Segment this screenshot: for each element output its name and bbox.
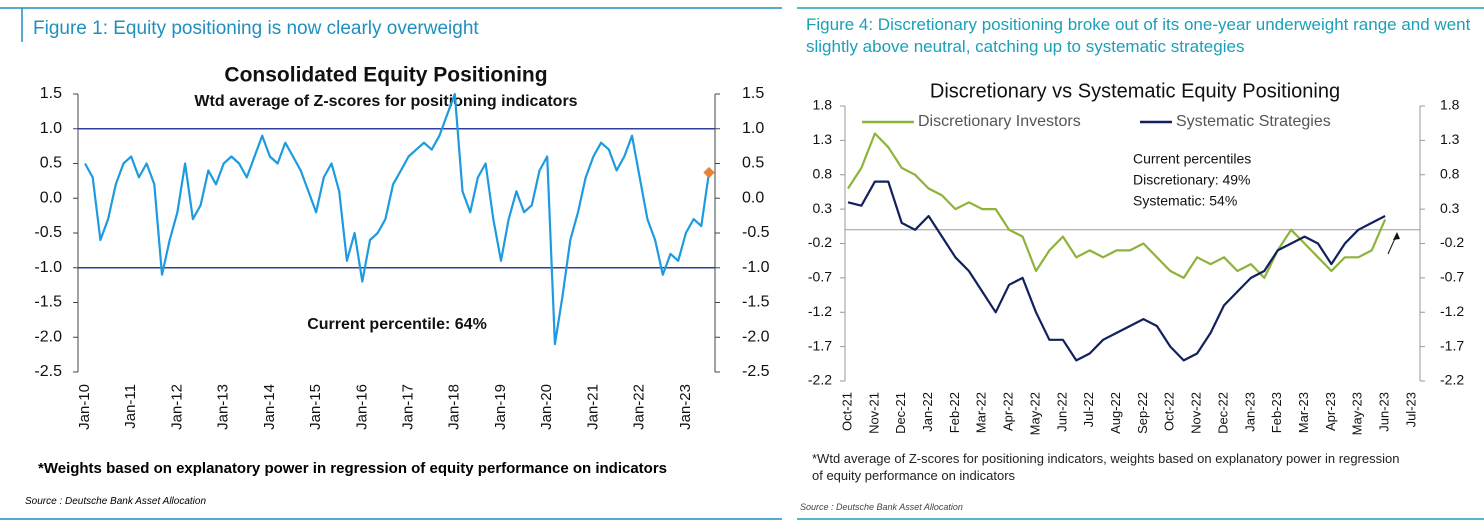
- series-line: [847, 180, 1386, 362]
- y2-tick-label: 1.8: [1440, 97, 1460, 113]
- x-tick-label: Feb-23: [1269, 392, 1284, 433]
- end-marker: [703, 166, 715, 179]
- y2-tick-label: -2.5: [742, 363, 770, 380]
- y-tick-label: -1.5: [34, 294, 62, 311]
- series-line: [847, 132, 1387, 279]
- x-tick-label: Jan-10: [76, 384, 93, 430]
- x-tick-label: Jan-18: [446, 384, 463, 430]
- y2-tick-label: 1.5: [742, 85, 764, 102]
- y2-tick-label: 0.3: [1440, 200, 1460, 216]
- x-tick-label: Jan-11: [122, 384, 139, 429]
- y-tick-label: -2.2: [808, 372, 832, 388]
- y-tick-label: -1.0: [34, 259, 62, 276]
- source: Source : Deutsche Bank Asset Allocation: [25, 496, 207, 507]
- y2-tick-label: -2.0: [742, 328, 770, 345]
- x-tick-label: Oct-22: [1162, 392, 1177, 431]
- x-tick-label: Jul-23: [1403, 392, 1418, 427]
- x-tick-label: Nov-21: [866, 392, 881, 434]
- x-tick-label: Jan-20: [538, 384, 555, 430]
- x-tick-label: Jan-19: [492, 384, 509, 430]
- figure-caption: Figure 4: Discretionary positioning brok…: [806, 15, 1471, 56]
- arrow-head: [1393, 232, 1400, 240]
- x-tick-label: Jan-17: [400, 384, 417, 430]
- source: Source : Deutsche Bank Asset Allocation: [800, 502, 963, 512]
- x-tick-label: Jan-14: [261, 384, 278, 430]
- x-tick-label: Mar-23: [1296, 392, 1311, 433]
- y-tick-label: 1.5: [40, 85, 62, 102]
- y-tick-label: 1.0: [40, 120, 62, 137]
- x-tick-label: Jan-23: [677, 384, 694, 430]
- annotation: Systematic: 54%: [1133, 193, 1237, 209]
- x-tick-label: May-22: [1027, 392, 1042, 435]
- annotation: Current percentiles: [1133, 151, 1251, 167]
- footnote: *Weights based on explanatory power in r…: [38, 460, 668, 477]
- chart-title: Discretionary vs Systematic Equity Posit…: [930, 80, 1340, 102]
- y-tick-label: 1.8: [813, 97, 833, 113]
- x-tick-label: Nov-22: [1189, 392, 1204, 434]
- y2-tick-label: -1.2: [1440, 303, 1464, 319]
- x-tick-label: May-23: [1350, 392, 1365, 435]
- y-tick-label: -0.2: [808, 234, 832, 250]
- x-tick-label: Jan-12: [168, 384, 185, 430]
- x-tick-label: Jun-23: [1377, 392, 1392, 432]
- annotation: Discretionary: 49%: [1133, 172, 1251, 188]
- y-tick-label: -1.7: [808, 337, 832, 353]
- x-tick-label: Jan-21: [584, 384, 601, 430]
- x-tick-label: Jan-22: [920, 392, 935, 432]
- y-tick-label: -2.0: [34, 328, 62, 345]
- x-tick-label: Mar-22: [974, 392, 989, 433]
- y-tick-label: 0.5: [40, 155, 62, 172]
- y2-tick-label: 0.5: [742, 155, 764, 172]
- y2-tick-label: -0.2: [1440, 234, 1464, 250]
- x-tick-label: Jan-22: [631, 384, 648, 430]
- x-tick-label: Feb-22: [947, 392, 962, 433]
- x-tick-label: Aug-22: [1108, 392, 1123, 434]
- y2-tick-label: 0.8: [1440, 165, 1460, 181]
- x-tick-label: Dec-22: [1215, 392, 1230, 434]
- y2-tick-label: -1.0: [742, 259, 770, 276]
- series-line: [84, 92, 711, 346]
- y2-tick-label: -1.5: [742, 294, 770, 311]
- y-tick-label: 0.3: [813, 200, 833, 216]
- x-tick-label: Dec-21: [893, 392, 908, 434]
- x-tick-label: Apr-22: [1001, 392, 1016, 431]
- x-tick-label: Oct-21: [839, 392, 854, 431]
- x-tick-label: Jun-22: [1054, 392, 1069, 432]
- y-tick-label: 0.0: [40, 189, 62, 206]
- y-tick-label: 0.8: [813, 165, 833, 181]
- x-tick-label: Apr-23: [1323, 392, 1338, 431]
- chart-subtitle: Wtd average of Z-scores for positioning …: [194, 93, 577, 110]
- x-tick-label: Jan-23: [1242, 392, 1257, 432]
- x-tick-label: Jul-22: [1081, 392, 1096, 427]
- y2-tick-label: 0.0: [742, 189, 764, 206]
- y-tick-label: -0.5: [34, 224, 62, 241]
- legend-label: Discretionary Investors: [918, 113, 1081, 130]
- y2-tick-label: 1.3: [1440, 131, 1460, 147]
- x-tick-label: Sep-22: [1135, 392, 1150, 434]
- y2-tick-label: -2.2: [1440, 372, 1464, 388]
- footnote: *Wtd average of Z-scores for positioning…: [812, 451, 1400, 483]
- figure-caption: Figure 1: Equity positioning is now clea…: [33, 18, 479, 39]
- x-tick-label: Jan-13: [215, 384, 232, 430]
- legend-label: Systematic Strategies: [1176, 113, 1331, 130]
- x-tick-label: Jan-15: [307, 384, 324, 430]
- y-tick-label: -2.5: [34, 363, 62, 380]
- y2-tick-label: -0.7: [1440, 269, 1464, 285]
- y2-tick-label: 1.0: [742, 120, 764, 137]
- y-tick-label: -0.7: [808, 269, 832, 285]
- chart-title: Consolidated Equity Positioning: [224, 64, 547, 87]
- y-tick-label: -1.2: [808, 303, 832, 319]
- y2-tick-label: -1.7: [1440, 337, 1464, 353]
- y2-tick-label: -0.5: [742, 224, 770, 241]
- x-tick-label: Jan-16: [353, 384, 370, 430]
- annotation: Current percentile: 64%: [307, 316, 487, 333]
- y-tick-label: 1.3: [813, 131, 833, 147]
